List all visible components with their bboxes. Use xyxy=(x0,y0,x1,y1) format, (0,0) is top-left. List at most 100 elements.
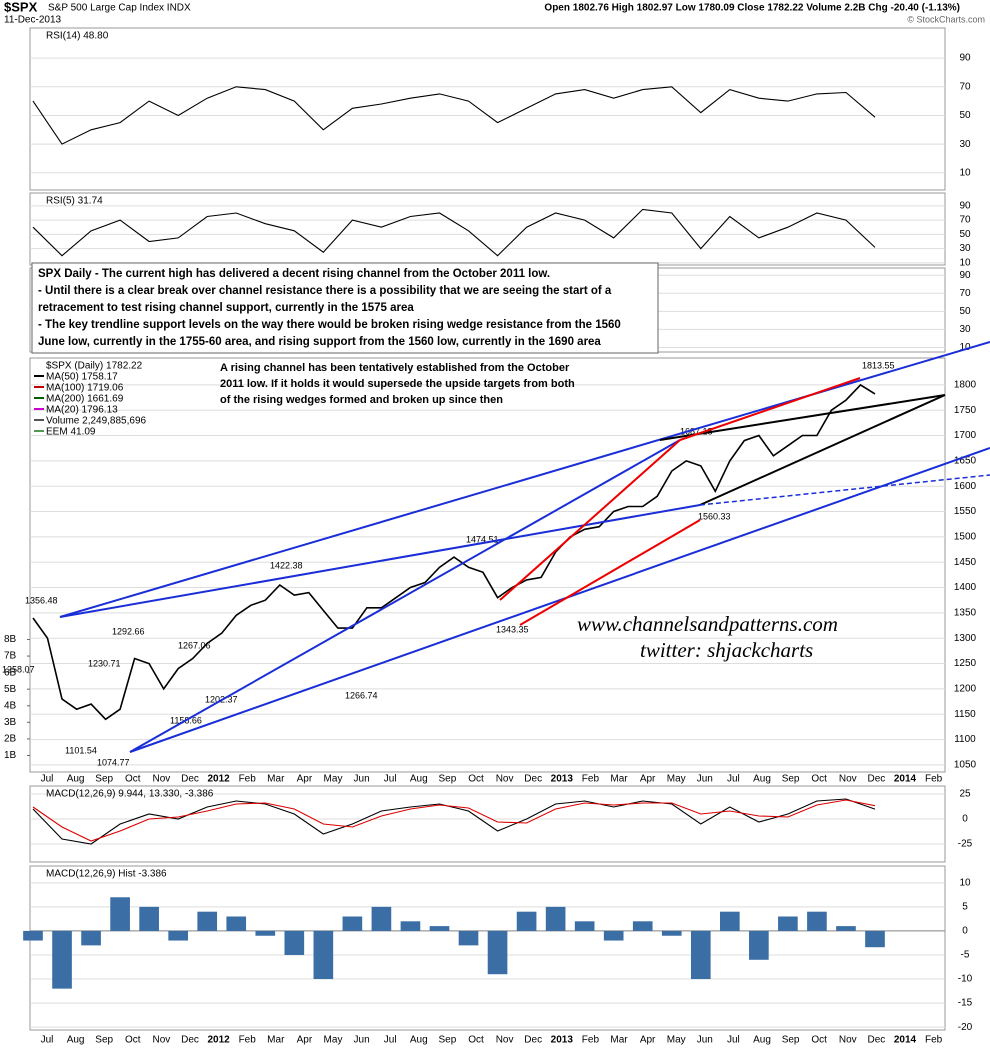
annotation: of the rising wedges formed and broken u… xyxy=(220,394,503,406)
point-label: 1356.48 xyxy=(25,595,58,605)
trendline xyxy=(59,341,990,618)
y-tick-label: 0 xyxy=(962,926,968,937)
bar xyxy=(690,930,711,980)
bar xyxy=(516,911,537,931)
x-tick-label: Apr xyxy=(640,1035,656,1046)
bar xyxy=(255,930,276,936)
panel xyxy=(29,27,946,191)
y-tick-label: -15 xyxy=(958,998,973,1009)
trendline xyxy=(519,519,701,626)
x-tick-label: Jul xyxy=(384,1035,397,1046)
x-tick-label: May xyxy=(324,774,343,785)
bar xyxy=(865,930,885,948)
point-label: 1343.35 xyxy=(496,624,529,634)
x-tick-label: Jul xyxy=(41,774,54,785)
x-tick-label: Mar xyxy=(267,774,285,785)
x-tick-label: Jun xyxy=(697,1035,713,1046)
watermark: twitter: shjackcharts xyxy=(640,638,813,662)
trendline xyxy=(699,394,946,506)
bar xyxy=(574,921,595,931)
point-label: 1266.74 xyxy=(345,690,378,700)
x-tick-label: 2013 xyxy=(551,774,574,785)
x-tick-label: Jul xyxy=(727,774,740,785)
bar xyxy=(23,930,43,941)
y-tick-label: 1100 xyxy=(954,734,976,745)
point-label: 1813.55 xyxy=(862,360,895,370)
trendline xyxy=(499,439,681,601)
x-tick-label: Nov xyxy=(839,1035,857,1046)
x-tick-label: Nov xyxy=(496,774,514,785)
x-tick-label: Feb xyxy=(582,774,600,785)
legend-swatch xyxy=(34,419,44,421)
bar xyxy=(371,906,392,931)
y-tick-label: 90 xyxy=(959,270,971,281)
x-tick-label: Dec xyxy=(868,1035,886,1046)
x-tick-label: Apr xyxy=(297,774,313,785)
bar xyxy=(603,930,624,941)
y-tick-label: 1450 xyxy=(954,557,977,568)
legend-label: MA(100) 1719.06 xyxy=(46,383,124,394)
x-tick-label: 2014 xyxy=(894,774,917,785)
bar xyxy=(342,916,363,931)
x-tick-label: Sep xyxy=(439,774,457,785)
bar xyxy=(545,906,566,931)
x-tick-label: Apr xyxy=(297,1035,313,1046)
legend-label: EEM 41.09 xyxy=(46,427,96,438)
x-tick-label: Sep xyxy=(95,1035,113,1046)
x-tick-label: Aug xyxy=(410,774,428,785)
x-tick-label: May xyxy=(667,1035,686,1046)
x-tick-label: Nov xyxy=(153,774,171,785)
commentary-line: - The key trendline support levels on th… xyxy=(38,319,621,331)
x-tick-label: Oct xyxy=(811,774,827,785)
y-tick-label: 30 xyxy=(959,139,971,150)
x-tick-label: Sep xyxy=(782,774,800,785)
series-line xyxy=(32,208,876,257)
x-tick-label: Oct xyxy=(125,1035,141,1046)
y-tick-label: 10 xyxy=(959,342,971,353)
x-tick-label: Oct xyxy=(125,774,141,785)
bar xyxy=(81,930,101,946)
trendline xyxy=(699,474,990,506)
y-tick-label: -20 xyxy=(958,1022,973,1033)
x-tick-label: Nov xyxy=(839,774,857,785)
y-tick-label: 1150 xyxy=(954,709,976,720)
y-tick-label: 10 xyxy=(959,877,971,888)
trendline xyxy=(679,377,861,441)
x-tick-label: Oct xyxy=(811,1035,827,1046)
y-tick-label: 1300 xyxy=(954,633,977,644)
x-tick-label: Feb xyxy=(239,1035,257,1046)
y-tick-label: 70 xyxy=(959,288,971,299)
x-tick-label: 2014 xyxy=(894,1035,917,1046)
commentary-box xyxy=(31,262,659,354)
x-tick-label: Apr xyxy=(640,774,656,785)
panel-title: MACD(12,26,9) Hist -3.386 xyxy=(46,869,167,880)
x-tick-label: Feb xyxy=(925,1035,943,1046)
x-tick-label: Dec xyxy=(868,774,886,785)
x-tick-label: May xyxy=(324,1035,343,1046)
y-tick-label: 1350 xyxy=(954,608,977,619)
point-label: 1101.54 xyxy=(65,745,97,755)
bar xyxy=(400,921,421,931)
panel xyxy=(29,357,946,773)
bar xyxy=(836,926,856,931)
series-line xyxy=(32,799,876,842)
legend-swatch xyxy=(34,375,44,377)
commentary-line: - Until there is a clear break over chan… xyxy=(38,285,612,297)
x-tick-label: Mar xyxy=(610,1035,628,1046)
trendline xyxy=(659,394,946,441)
annotation: 2011 low. If it holds it would supersede… xyxy=(220,378,575,390)
y-tick-label: 30 xyxy=(959,243,971,254)
panel-title: RSI(14) 48.80 xyxy=(46,31,109,42)
point-label: 1230.71 xyxy=(88,658,121,668)
y-tick-label: 1600 xyxy=(954,481,977,492)
y2-tick-label: 4B xyxy=(4,700,17,711)
y-tick-label: -10 xyxy=(958,974,973,985)
y2-tick-label: 6B xyxy=(4,667,17,678)
panel xyxy=(29,192,946,266)
x-tick-label: Dec xyxy=(524,774,542,785)
legend-swatch xyxy=(34,386,44,388)
point-label: 1687.18 xyxy=(680,426,713,436)
y-tick-label: 1650 xyxy=(954,456,977,467)
y-tick-label: 1050 xyxy=(954,760,977,771)
legend-label: MA(50) 1758.17 xyxy=(46,372,118,383)
